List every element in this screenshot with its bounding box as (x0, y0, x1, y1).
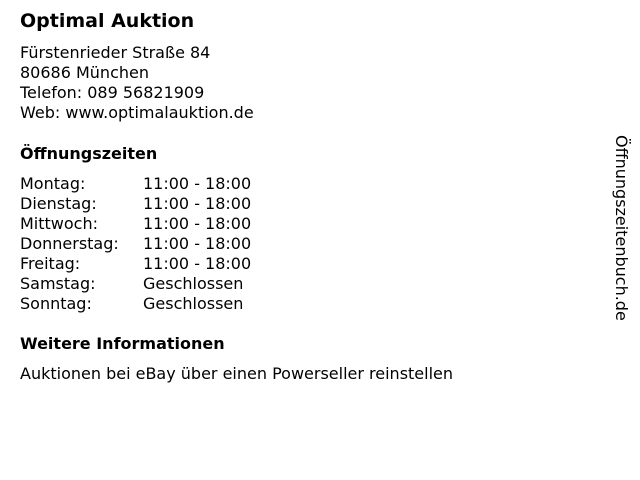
hours-row: Freitag: 11:00 - 18:00 (20, 254, 251, 274)
address-block: Fürstenrieder Straße 84 80686 München Te… (20, 43, 254, 123)
city: 80686 München (20, 63, 149, 82)
more-info-heading: Weitere Informationen (20, 334, 225, 353)
day: Mittwoch: (20, 214, 98, 233)
time: 11:00 - 18:00 (143, 234, 252, 253)
day: Samstag: (20, 274, 96, 293)
day: Dienstag: (20, 194, 97, 213)
hours-row: Dienstag: 11:00 - 18:00 (20, 194, 251, 214)
time: 11:00 - 18:00 (143, 174, 252, 193)
hours-row: Sonntag: Geschlossen (20, 294, 251, 314)
hours-row: Mittwoch: 11:00 - 18:00 (20, 214, 251, 234)
business-name: Optimal Auktion (20, 10, 195, 32)
street: Fürstenrieder Straße 84 (20, 43, 211, 62)
opening-hours-table: Montag: 11:00 - 18:00 Dienstag: 11:00 - 18… (20, 174, 251, 314)
time: 11:00 - 18:00 (143, 194, 252, 213)
time: Geschlossen (143, 274, 244, 293)
day: Freitag: (20, 254, 81, 273)
watermark: Öffnungszeitenbuch.de (612, 135, 631, 321)
day: Sonntag: (20, 294, 92, 313)
hours-row: Donnerstag: 11:00 - 18:00 (20, 234, 251, 254)
phone: Telefon: 089 56821909 (20, 83, 205, 102)
opening-hours-heading: Öffnungszeiten (20, 144, 158, 163)
hours-row: Montag: 11:00 - 18:00 (20, 174, 251, 194)
time: 11:00 - 18:00 (143, 214, 252, 233)
day: Donnerstag: (20, 234, 119, 253)
hours-row: Samstag: Geschlossen (20, 274, 251, 294)
day: Montag: (20, 174, 86, 193)
time: 11:00 - 18:00 (143, 254, 252, 273)
website: Web: www.optimalauktion.de (20, 103, 254, 122)
time: Geschlossen (143, 294, 244, 313)
more-info-text: Auktionen bei eBay über einen Powerselle… (20, 364, 454, 383)
